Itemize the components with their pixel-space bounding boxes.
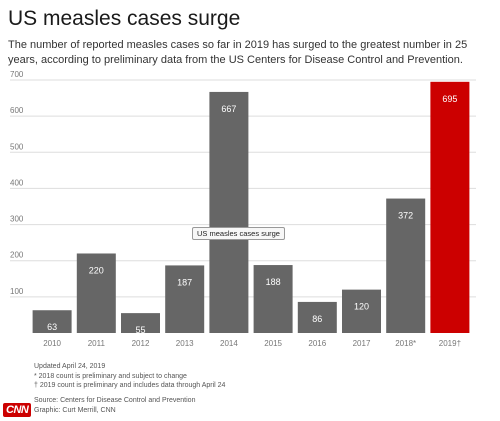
page-subtitle: The number of reported measles cases so … (8, 39, 468, 66)
chart-notes: Updated April 24, 2019 * 2018 count is p… (34, 362, 225, 391)
value-label-2017: 120 (354, 302, 369, 312)
x-tick-label-2010: 2010 (43, 339, 61, 348)
bar-2015 (253, 265, 293, 333)
x-tick-label-2016: 2016 (308, 339, 326, 348)
bar-2012 (121, 313, 160, 333)
chart-tooltip: US measles cases surge (192, 227, 285, 240)
bar-2013 (165, 265, 205, 333)
bar-2017 (342, 289, 381, 333)
x-tick-label-2015: 2015 (264, 339, 282, 348)
footnote-2018: * 2018 count is preliminary and subject … (34, 372, 187, 380)
x-tick-label-2017: 2017 (353, 339, 371, 348)
x-tick-label-2018*: 2018* (395, 339, 416, 348)
y-tick-label-100: 100 (10, 287, 24, 296)
graphic-credit: Graphic: Curt Merrill, CNN (34, 406, 116, 414)
value-label-2012: 55 (135, 325, 145, 335)
y-tick-label-600: 600 (10, 106, 24, 115)
value-label-2018*: 372 (398, 211, 413, 221)
updated-note: Updated April 24, 2019 (34, 363, 106, 370)
bars (32, 81, 470, 333)
value-label-2016: 86 (312, 314, 322, 324)
y-tick-label-200: 200 (10, 251, 24, 260)
value-label-2011: 220 (89, 265, 104, 275)
bar-2011 (76, 253, 116, 333)
x-tick-label-2012: 2012 (132, 339, 150, 348)
bar-2019† (430, 81, 470, 333)
cnn-logo: CNN (3, 403, 32, 417)
labels: 100 200 300 400 500 600 700 63 2010 220 2011 55 2012… (10, 70, 461, 348)
y-tick-label-300: 300 (10, 215, 24, 224)
page-title: US measles cases surge (8, 7, 241, 30)
bar-2010 (32, 310, 72, 333)
value-label-2019†: 695 (442, 94, 457, 104)
bar-2018* (386, 198, 426, 333)
x-tick-label-2019†: 2019† (439, 339, 461, 348)
y-tick-label-500: 500 (10, 142, 24, 151)
chart-source: Source: Centers for Disease Control and … (34, 396, 195, 415)
x-tick-label-2013: 2013 (176, 339, 194, 348)
x-tick-label-2014: 2014 (220, 339, 238, 348)
source-line: Source: Centers for Disease Control and … (34, 397, 196, 404)
x-tick-label-2011: 2011 (88, 339, 106, 348)
value-label-2014: 667 (221, 104, 236, 114)
value-label-2015: 188 (266, 277, 281, 287)
footnote-2019: † 2019 count is preliminary and includes… (34, 382, 226, 389)
bar-2014 (209, 91, 249, 333)
y-tick-label-400: 400 (10, 178, 24, 187)
bar-2016 (297, 301, 337, 333)
y-tick-label-700: 700 (10, 70, 24, 79)
value-label-2013: 187 (177, 277, 192, 287)
value-label-2010: 63 (47, 322, 57, 332)
